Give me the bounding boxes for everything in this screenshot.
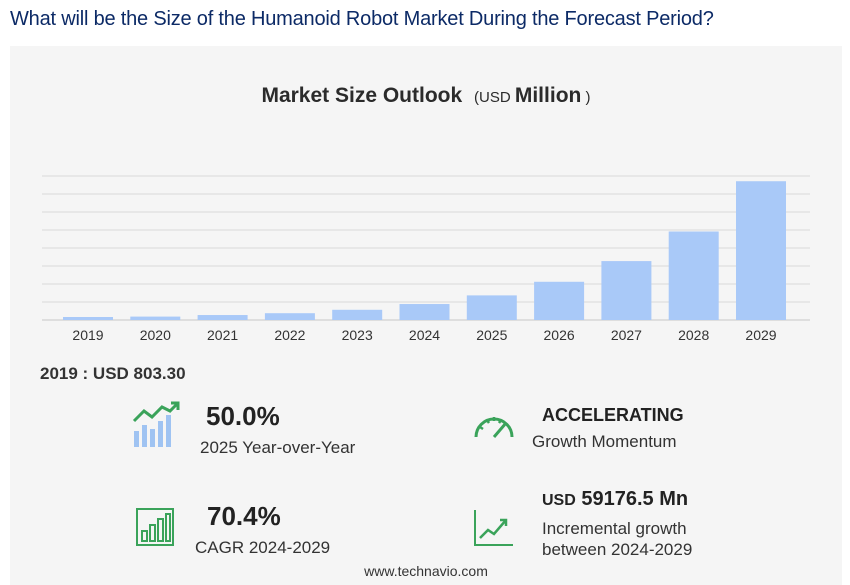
yoy-value: 50.0% xyxy=(206,401,280,431)
source-footer: www.technavio.com xyxy=(364,563,488,579)
x-tick-label-2020: 2020 xyxy=(140,327,171,343)
x-tick-label-2025: 2025 xyxy=(476,327,507,343)
bar-2022 xyxy=(264,313,315,320)
chart-unit: (USD Million ) xyxy=(474,84,591,107)
bar-2019 xyxy=(63,317,113,320)
incremental-amount: 59176.5 Mn xyxy=(581,488,689,510)
bar-2024 xyxy=(399,304,450,320)
incremental-label-1: Incremental growth xyxy=(542,519,687,538)
bar-chart: 2019 2020 2021 2022 2023 2024 2025 2026 2027 2028… xyxy=(42,175,810,343)
unit-open: ( xyxy=(474,89,480,106)
yoy-label: 2025 Year-over-Year xyxy=(200,438,356,457)
bar-2023 xyxy=(332,309,383,320)
kpi-incremental: USD 59176.5 Mn Incremental growth betwee… xyxy=(472,486,792,566)
bar-growth-icon xyxy=(132,401,180,447)
unit-scale: Million xyxy=(514,84,582,107)
incremental-label-2: between 2024-2029 xyxy=(542,540,693,559)
chart-title-text: Market Size Outlook xyxy=(261,84,463,107)
x-tick-label-2029: 2029 xyxy=(745,327,776,343)
speedometer-icon xyxy=(474,417,514,438)
x-tick-label-2022: 2022 xyxy=(274,327,305,343)
x-tick-label-2024: 2024 xyxy=(409,327,440,343)
unit-close: ) xyxy=(585,89,591,106)
kpi-momentum: ACCELERATING Growth Momentum xyxy=(470,401,750,461)
cagr-value: 70.4% xyxy=(207,501,281,531)
cagr-label: CAGR 2024-2029 xyxy=(195,538,331,557)
page-question: What will be the Size of the Humanoid Ro… xyxy=(10,8,714,30)
bar-2021 xyxy=(197,315,248,320)
bar-2028 xyxy=(668,231,719,320)
unit-currency: USD xyxy=(479,89,511,106)
bar-2027 xyxy=(601,261,652,320)
kpi-cagr: 70.4% CAGR 2024-2029 xyxy=(135,501,385,561)
x-tick-label-2026: 2026 xyxy=(544,327,575,343)
line-trend-icon xyxy=(474,510,513,546)
kpi-yoy: 50.0% 2025 Year-over-Year xyxy=(130,401,380,461)
bar-chart-icon xyxy=(136,508,174,546)
bar-2020 xyxy=(130,316,181,320)
chart-card: Market Size Outlook (USD Million ) 2019 2… xyxy=(10,46,842,585)
momentum-label: Growth Momentum xyxy=(532,432,677,451)
momentum-value: ACCELERATING xyxy=(542,405,684,425)
x-tick-label-2021: 2021 xyxy=(207,327,238,343)
x-tick-label-2019: 2019 xyxy=(72,327,103,343)
baseline-value: 2019 : USD 803.30 xyxy=(40,364,186,383)
incremental-currency: USD xyxy=(542,492,576,509)
bar-2026 xyxy=(534,281,585,320)
chart-title: Market Size Outlook (USD Million ) xyxy=(10,84,842,108)
x-tick-label-2027: 2027 xyxy=(611,327,642,343)
x-tick-label-2023: 2023 xyxy=(342,327,373,343)
bar-2029 xyxy=(736,181,786,320)
x-tick-label-2028: 2028 xyxy=(678,327,709,343)
bar-2025 xyxy=(466,295,517,320)
incremental-value: USD 59176.5 Mn xyxy=(542,488,688,511)
